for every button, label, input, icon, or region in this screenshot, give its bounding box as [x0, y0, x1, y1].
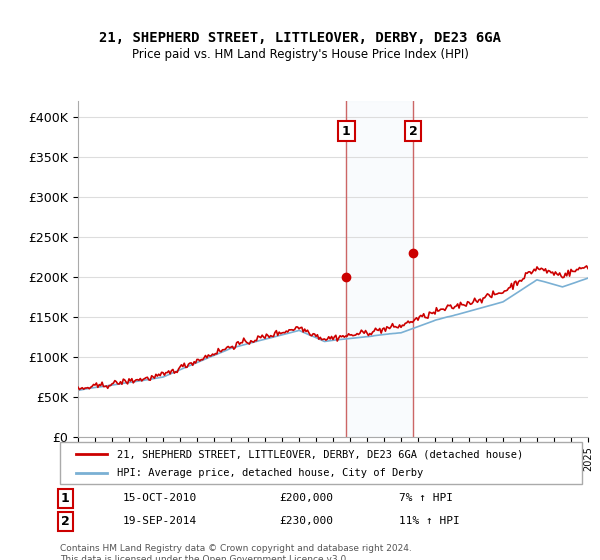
- Text: 21, SHEPHERD STREET, LITTLEOVER, DERBY, DE23 6GA (detached house): 21, SHEPHERD STREET, LITTLEOVER, DERBY, …: [118, 449, 524, 459]
- Text: 1: 1: [61, 492, 70, 505]
- Text: 21, SHEPHERD STREET, LITTLEOVER, DERBY, DE23 6GA: 21, SHEPHERD STREET, LITTLEOVER, DERBY, …: [99, 31, 501, 45]
- Text: 7% ↑ HPI: 7% ↑ HPI: [400, 493, 454, 503]
- Text: 15-OCT-2010: 15-OCT-2010: [122, 493, 197, 503]
- Text: £200,000: £200,000: [279, 493, 333, 503]
- Text: HPI: Average price, detached house, City of Derby: HPI: Average price, detached house, City…: [118, 468, 424, 478]
- Text: 2: 2: [409, 124, 418, 138]
- FancyBboxPatch shape: [60, 442, 582, 484]
- Text: £230,000: £230,000: [279, 516, 333, 526]
- Text: 19-SEP-2014: 19-SEP-2014: [122, 516, 197, 526]
- Text: Price paid vs. HM Land Registry's House Price Index (HPI): Price paid vs. HM Land Registry's House …: [131, 48, 469, 60]
- Bar: [346, 101, 413, 437]
- Text: 11% ↑ HPI: 11% ↑ HPI: [400, 516, 460, 526]
- Text: Contains HM Land Registry data © Crown copyright and database right 2024.
This d: Contains HM Land Registry data © Crown c…: [60, 544, 412, 560]
- Text: 2: 2: [61, 515, 70, 528]
- Text: 1: 1: [342, 124, 351, 138]
